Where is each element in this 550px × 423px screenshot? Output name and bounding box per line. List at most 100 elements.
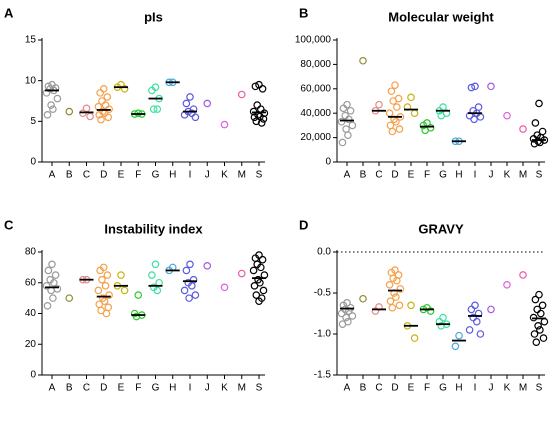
data-point (385, 109, 394, 118)
data-point (237, 90, 246, 99)
data-point (105, 291, 113, 299)
data-point (451, 342, 460, 351)
data-point (132, 312, 141, 321)
data-point (470, 115, 478, 124)
data-point (180, 286, 189, 295)
data-point (182, 99, 191, 108)
data-point (396, 285, 405, 293)
data-point (188, 282, 196, 290)
x-tick-label: D (391, 170, 398, 181)
x-tick-label: E (118, 383, 125, 394)
data-point (410, 334, 419, 342)
x-tick-label: S (256, 383, 263, 394)
data-point (94, 286, 103, 295)
data-point (476, 330, 485, 338)
x-tick-label: F (424, 383, 430, 394)
data-point (395, 301, 404, 310)
data-point (256, 263, 265, 272)
y-tick-label: 5 (30, 116, 36, 127)
data-point (540, 317, 549, 326)
data-point (386, 121, 395, 130)
x-tick-label: I (189, 383, 192, 394)
data-point (476, 113, 485, 121)
data-point (343, 100, 351, 109)
y-tick-label: 0 (30, 157, 36, 168)
data-point (392, 103, 401, 111)
y-tick-label: -1.5 (314, 370, 332, 381)
x-tick-label: G (439, 170, 447, 181)
data-point (487, 82, 495, 91)
x-tick-label: D (391, 383, 398, 394)
x-tick-label: I (189, 170, 192, 181)
data-point (472, 317, 481, 326)
x-tick-label: A (344, 383, 351, 394)
data-point (49, 105, 57, 113)
x-tick-label: D (100, 170, 107, 181)
x-tick-label: J (489, 383, 494, 394)
data-point (536, 326, 544, 334)
data-point (101, 101, 110, 109)
data-point (203, 262, 212, 270)
data-point (467, 83, 476, 92)
data-point (96, 266, 104, 275)
data-point (97, 115, 105, 124)
data-point (65, 107, 74, 116)
data-point (531, 295, 540, 304)
data-point (98, 275, 106, 284)
data-point (191, 291, 200, 299)
x-tick-label: A (49, 170, 56, 181)
data-point (250, 113, 259, 122)
data-point (96, 89, 104, 97)
y-tick-label: 20,000 (300, 132, 331, 143)
data-point (471, 301, 479, 310)
x-tick-label: E (118, 170, 125, 181)
x-tick-label: M (519, 383, 527, 394)
panel-label: A (4, 5, 14, 20)
data-point (53, 94, 62, 103)
data-point (339, 104, 348, 113)
data-point (519, 271, 527, 279)
data-point (148, 271, 156, 279)
data-point (532, 338, 541, 347)
panel-title: pIs (144, 9, 163, 24)
x-tick-label: M (238, 170, 246, 181)
data-point (259, 286, 268, 295)
x-tick-label: F (135, 170, 141, 181)
panel-label: B (299, 5, 308, 20)
data-point (371, 307, 380, 315)
panel-title: GRAVY (418, 221, 464, 236)
data-point (455, 331, 463, 340)
x-tick-label: S (536, 383, 543, 394)
data-point (258, 255, 267, 264)
data-point (86, 112, 94, 121)
y-tick-label: -1.0 (314, 329, 332, 340)
data-point (533, 305, 542, 314)
x-tick-label: A (344, 170, 351, 181)
data-point (44, 266, 53, 275)
data-point (220, 120, 229, 129)
x-tick-label: H (169, 383, 176, 394)
data-point (375, 100, 383, 109)
data-point (359, 56, 367, 65)
data-point (439, 103, 447, 111)
data-point (359, 294, 367, 303)
data-point (534, 321, 542, 330)
data-point (395, 125, 404, 133)
data-point (487, 305, 495, 314)
data-point (338, 320, 347, 328)
data-point (344, 131, 352, 139)
x-tick-label: I (474, 170, 477, 181)
data-point (471, 82, 479, 91)
data-point (337, 117, 346, 126)
data-point (148, 86, 156, 95)
x-tick-label: S (256, 170, 263, 181)
x-tick-label: E (408, 383, 415, 394)
data-point (117, 271, 125, 279)
data-point (250, 282, 259, 290)
data-point (407, 93, 415, 102)
data-point (392, 293, 400, 301)
data-point (344, 115, 353, 124)
x-tick-label: H (455, 170, 462, 181)
x-tick-label: D (100, 383, 107, 394)
data-point (348, 312, 357, 320)
